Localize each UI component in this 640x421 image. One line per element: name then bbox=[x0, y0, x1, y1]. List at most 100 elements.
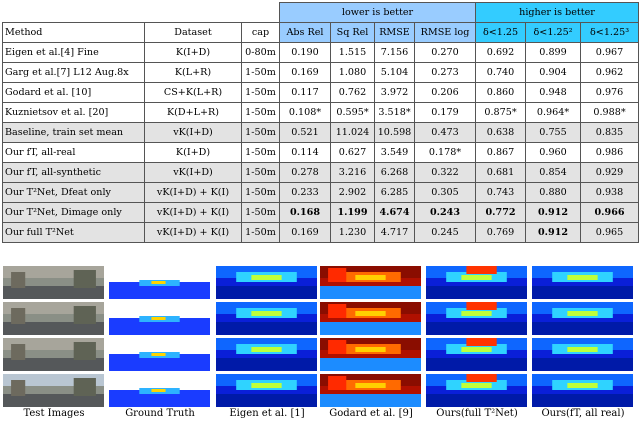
cell-d2: 0.899 bbox=[525, 42, 582, 63]
cell-abs-rel: 0.278 bbox=[279, 162, 331, 183]
cell-d3: 0.938 bbox=[580, 182, 640, 203]
cell-dataset: vK(I+D) + K(I) bbox=[144, 182, 242, 203]
cell-d1: 0.681 bbox=[475, 162, 527, 183]
cell-method: Baseline, train set mean bbox=[2, 122, 145, 143]
cell-rmse: 4.674 bbox=[374, 202, 415, 223]
cell-rmse-log: 0.322 bbox=[413, 162, 477, 183]
header-rmse: RMSE bbox=[374, 22, 415, 43]
cell-rmse: 10.598 bbox=[374, 122, 415, 143]
cell-method: Eigen et al.[4] Fine bbox=[2, 42, 145, 63]
depth-map bbox=[320, 266, 421, 299]
header-sq-rel: Sq Rel bbox=[330, 22, 375, 43]
cell-method: Our full T²Net bbox=[2, 222, 145, 243]
cell-d1: 0.875* bbox=[475, 102, 527, 123]
cell-rmse-log: 0.178* bbox=[413, 142, 477, 163]
cell-dataset: vK(I+D) bbox=[144, 122, 242, 143]
depth-map bbox=[532, 374, 633, 407]
cell-rmse-log: 0.473 bbox=[413, 122, 477, 143]
cell-d1: 0.769 bbox=[475, 222, 527, 243]
cell-rmse-log: 0.270 bbox=[413, 42, 477, 63]
table-row: Kuznietsov et al. [20] K(D+L+R) 1-50m 0.108… bbox=[2, 102, 640, 123]
cell-abs-rel: 0.521 bbox=[279, 122, 331, 143]
cell-dataset: K(D+L+R) bbox=[144, 102, 242, 123]
test-image bbox=[3, 338, 104, 371]
cell-d2: 0.755 bbox=[525, 122, 582, 143]
cell-sq-rel: 2.902 bbox=[330, 182, 375, 203]
depth-map bbox=[426, 302, 527, 335]
cell-cap: 1-50m bbox=[241, 142, 280, 163]
cell-abs-rel: 0.108* bbox=[279, 102, 331, 123]
cell-dataset: K(I+D) bbox=[144, 42, 242, 63]
table-row: Baseline, train set mean vK(I+D) 1-50m 0.52… bbox=[2, 122, 640, 143]
cell-sq-rel: 1.080 bbox=[330, 62, 375, 83]
cell-d3: 0.929 bbox=[580, 162, 640, 183]
cell-cap: 0-80m bbox=[241, 42, 280, 63]
cell-abs-rel: 0.114 bbox=[279, 142, 331, 163]
cell-abs-rel: 0.169 bbox=[279, 62, 331, 83]
depth-map bbox=[426, 374, 527, 407]
cell-method: Garg et al.[7] L12 Aug.8x bbox=[2, 62, 145, 83]
cell-rmse: 3.518* bbox=[374, 102, 415, 123]
cell-d1: 0.638 bbox=[475, 122, 527, 143]
cell-cap: 1-50m bbox=[241, 122, 280, 143]
cell-sq-rel: 3.216 bbox=[330, 162, 375, 183]
cell-d1: 0.743 bbox=[475, 182, 527, 203]
header-rmse-log: RMSE log bbox=[413, 22, 477, 43]
figure-caption: Ours(full T²Net) bbox=[436, 408, 518, 419]
cell-rmse: 5.104 bbox=[374, 62, 415, 83]
depth-map bbox=[109, 374, 210, 407]
cell-abs-rel: 0.233 bbox=[279, 182, 331, 203]
figure-caption: Test Images bbox=[23, 408, 85, 419]
header-cap: cap bbox=[241, 22, 280, 43]
cell-method: Godard et al. [10] bbox=[2, 82, 145, 103]
depth-map bbox=[216, 338, 317, 371]
cell-d2: 0.960 bbox=[525, 142, 582, 163]
cell-cap: 1-50m bbox=[241, 82, 280, 103]
cell-d1: 0.692 bbox=[475, 42, 527, 63]
cell-d2: 0.904 bbox=[525, 62, 582, 83]
cell-dataset: vK(I+D) bbox=[144, 162, 242, 183]
depth-map bbox=[320, 374, 421, 407]
cell-d2: 0.948 bbox=[525, 82, 582, 103]
cell-dataset: K(L+R) bbox=[144, 62, 242, 83]
cell-d3: 0.965 bbox=[580, 222, 640, 243]
table-row: Godard et al. [10] CS+K(L+R) 1-50m 0.117 0.7… bbox=[2, 82, 640, 103]
cell-rmse-log: 0.305 bbox=[413, 182, 477, 203]
depth-map bbox=[426, 266, 527, 299]
header-dataset: Dataset bbox=[144, 22, 242, 43]
depth-map bbox=[532, 302, 633, 335]
table-row: Our T²Net, Dimage only vK(I+D) + K(I) 1-50… bbox=[2, 202, 640, 223]
cell-abs-rel: 0.168 bbox=[279, 202, 331, 223]
header-delta-2: δ<1.25² bbox=[525, 22, 582, 43]
cell-method: Our T²Net, Dimage only bbox=[2, 202, 145, 223]
cell-rmse: 3.972 bbox=[374, 82, 415, 103]
cell-d3: 0.835 bbox=[580, 122, 640, 143]
results-table: lower is better higher is better Method … bbox=[2, 2, 640, 243]
cell-rmse-log: 0.243 bbox=[413, 202, 477, 223]
qualitative-figure: Test Images Ground Truth Eigen et al. [1] G… bbox=[0, 266, 640, 421]
cell-d1: 0.867 bbox=[475, 142, 527, 163]
test-image bbox=[3, 266, 104, 299]
figure-caption: Eigen et al. [1] bbox=[229, 408, 305, 419]
cell-cap: 1-50m bbox=[241, 102, 280, 123]
depth-map bbox=[216, 302, 317, 335]
depth-map bbox=[532, 338, 633, 371]
header-delta-3: δ<1.25³ bbox=[580, 22, 640, 43]
cell-sq-rel: 1.199 bbox=[330, 202, 375, 223]
cell-dataset: vK(I+D) + K(I) bbox=[144, 222, 242, 243]
cell-abs-rel: 0.117 bbox=[279, 82, 331, 103]
cell-rmse: 3.549 bbox=[374, 142, 415, 163]
cell-d2: 0.854 bbox=[525, 162, 582, 183]
depth-map bbox=[109, 302, 210, 335]
cell-cap: 1-50m bbox=[241, 182, 280, 203]
cell-d2: 0.880 bbox=[525, 182, 582, 203]
cell-sq-rel: 1.515 bbox=[330, 42, 375, 63]
cell-sq-rel: 11.024 bbox=[330, 122, 375, 143]
cell-d3: 0.988* bbox=[580, 102, 640, 123]
depth-map bbox=[320, 302, 421, 335]
cell-rmse-log: 0.245 bbox=[413, 222, 477, 243]
depth-map bbox=[109, 338, 210, 371]
cell-cap: 1-50m bbox=[241, 162, 280, 183]
cell-rmse: 4.717 bbox=[374, 222, 415, 243]
depth-map bbox=[320, 338, 421, 371]
